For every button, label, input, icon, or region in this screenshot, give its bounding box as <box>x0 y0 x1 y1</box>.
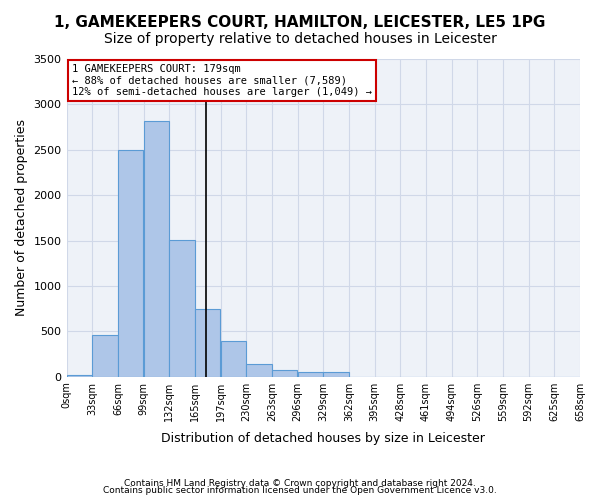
Bar <box>144 120 169 376</box>
Text: Size of property relative to detached houses in Leicester: Size of property relative to detached ho… <box>104 32 496 46</box>
Bar <box>247 364 272 376</box>
X-axis label: Distribution of detached houses by size in Leicester: Distribution of detached houses by size … <box>161 432 485 445</box>
Bar <box>169 240 195 376</box>
Bar <box>221 342 246 376</box>
Bar <box>323 372 349 376</box>
Bar <box>92 335 118 376</box>
Bar <box>272 370 298 376</box>
Bar <box>67 375 92 376</box>
Text: 1 GAMEKEEPERS COURT: 179sqm
← 88% of detached houses are smaller (7,589)
12% of : 1 GAMEKEEPERS COURT: 179sqm ← 88% of det… <box>71 64 371 97</box>
Text: Contains HM Land Registry data © Crown copyright and database right 2024.: Contains HM Land Registry data © Crown c… <box>124 478 476 488</box>
Bar <box>298 372 323 376</box>
Text: 1, GAMEKEEPERS COURT, HAMILTON, LEICESTER, LE5 1PG: 1, GAMEKEEPERS COURT, HAMILTON, LEICESTE… <box>55 15 545 30</box>
Text: Contains public sector information licensed under the Open Government Licence v3: Contains public sector information licen… <box>103 486 497 495</box>
Y-axis label: Number of detached properties: Number of detached properties <box>15 120 28 316</box>
Bar <box>118 150 143 376</box>
Bar <box>195 310 220 376</box>
